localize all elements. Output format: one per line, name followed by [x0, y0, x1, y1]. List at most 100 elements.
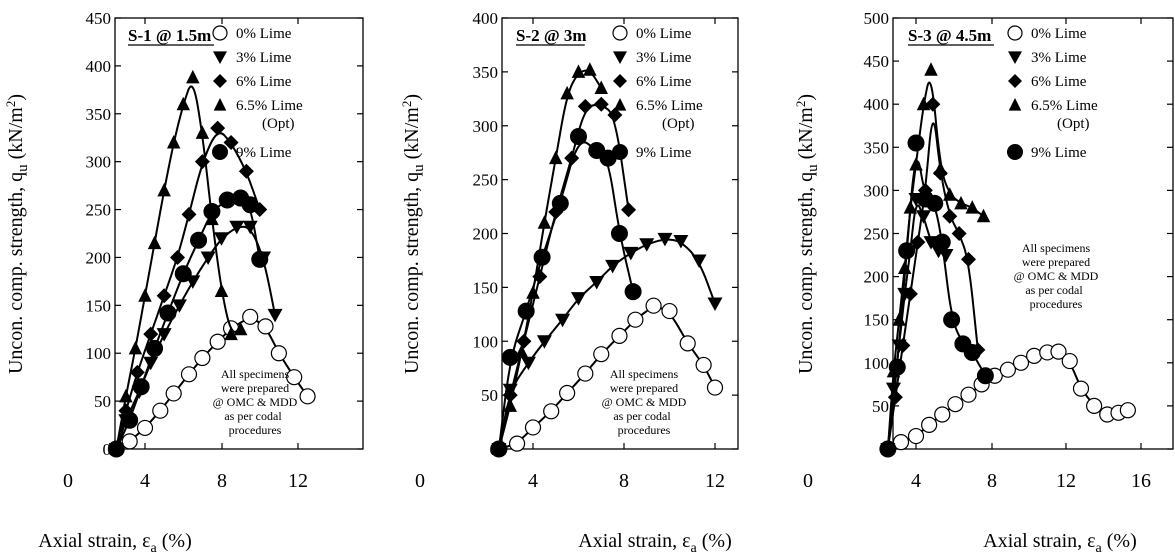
marker-up-triangle	[954, 195, 968, 210]
marker-down-triangle	[571, 292, 586, 306]
marker-open-circle	[934, 406, 951, 423]
marker-diamond	[593, 96, 609, 112]
note-line: as per codal	[1025, 283, 1083, 297]
marker-open-circle	[611, 327, 628, 344]
marker-up-triangle	[214, 283, 229, 297]
series-0	[490, 297, 724, 458]
marker-open-circle	[661, 302, 678, 320]
marker-open-circle	[1119, 402, 1136, 419]
marker-filled-circle	[490, 440, 508, 458]
legend-label: 9% Lime	[1031, 145, 1087, 161]
marker-diamond	[910, 234, 926, 250]
x-tick-label: 8	[217, 470, 227, 492]
marker-up-triangle	[549, 150, 563, 165]
marker-up-triangle	[892, 312, 906, 326]
plot-frame	[114, 17, 364, 450]
marker-open-circle	[524, 419, 542, 436]
marker-filled-circle	[624, 283, 642, 301]
y-axis-label: Uncon. comp. strength, qu (kN/m2)	[793, 94, 821, 374]
y-axis-label-part: (kN/m	[401, 107, 423, 165]
y-axis-label-part: u	[411, 164, 427, 172]
marker-up-triangle	[503, 398, 517, 412]
x-tick-label: 8	[987, 470, 997, 492]
marker-diamond	[613, 74, 627, 88]
marker-open-circle	[1007, 25, 1023, 41]
legend-label: 6% Lime	[1031, 74, 1087, 90]
marker-filled-circle	[190, 231, 208, 249]
marker-up-triangle	[976, 208, 991, 223]
note-line: were prepared	[1022, 255, 1090, 269]
marker-up-triangle	[233, 321, 248, 336]
marker-diamond	[170, 249, 186, 265]
marker-filled-circle	[888, 358, 906, 376]
series-2	[108, 120, 268, 457]
x-tick-label: 0	[803, 470, 813, 492]
y-tick-label: 400	[864, 95, 890, 114]
legend: 0% Lime 3% Lime 6% Lime 6.5% Lime (Opt) 9% Li…	[612, 25, 703, 161]
y-tick-label: 400	[473, 9, 499, 28]
marker-diamond	[607, 107, 623, 123]
series-4	[490, 128, 642, 458]
marker-filled-circle	[926, 194, 944, 212]
marker-up-triangle	[916, 96, 931, 111]
marker-down-triangle	[555, 313, 571, 328]
y-axis-label-part: 2	[793, 101, 808, 108]
x-tick-label: 8	[619, 470, 629, 492]
marker-down-triangle	[520, 356, 536, 371]
marker-filled-circle	[570, 128, 587, 146]
marker-down-triangle	[171, 299, 187, 313]
legend-label: 3% Lime	[1031, 50, 1087, 66]
y-tick-label: 250	[864, 225, 890, 244]
y-tick-label: 400	[86, 57, 112, 76]
legend-label: 0% Lime	[636, 26, 692, 42]
legend-label: 0% Lime	[1031, 26, 1087, 42]
note-line: All specimens	[221, 367, 290, 381]
marker-filled-circle	[612, 144, 628, 160]
x-axis-label-part: (%)	[697, 530, 732, 552]
note-line: @ OMC & MDD	[1014, 269, 1099, 283]
marker-filled-circle	[533, 248, 551, 266]
marker-up-triangle	[186, 69, 200, 84]
y-tick-label: 200	[86, 248, 112, 267]
x-tick-label: 4	[528, 470, 538, 492]
note-line: procedures	[229, 423, 282, 437]
marker-open-circle	[508, 435, 526, 452]
marker-filled-circle	[517, 302, 535, 320]
marker-down-triangle	[213, 51, 227, 64]
marker-open-circle	[907, 427, 925, 445]
y-tick-label: 100	[473, 332, 499, 351]
marker-open-circle	[695, 356, 712, 374]
legend-label: 6.5% Lime	[1031, 98, 1098, 114]
y-tick-label: 450	[864, 52, 890, 71]
marker-down-triangle	[1008, 51, 1022, 64]
y-tick-label: 250	[86, 201, 112, 220]
marker-open-circle	[1072, 380, 1090, 397]
marker-open-circle	[209, 333, 226, 350]
y-axis-label-part: Uncon. comp. strength, q	[795, 172, 817, 374]
note-line: procedures	[1030, 297, 1083, 311]
x-tick-label: 12	[1056, 470, 1076, 492]
marker-filled-circle	[251, 250, 269, 268]
marker-open-circle	[960, 386, 977, 403]
marker-open-circle	[1012, 354, 1030, 371]
marker-diamond	[902, 286, 918, 302]
marker-up-triangle	[147, 235, 162, 250]
x-axis-label-part: (%)	[157, 530, 192, 552]
legend-label: 0% Lime	[236, 26, 292, 42]
x-tick-label: 0	[415, 470, 425, 492]
series-line	[497, 238, 716, 450]
marker-filled-circle	[610, 225, 628, 242]
series-3	[492, 62, 608, 455]
x-axis-label-part: Axial strain, ε	[38, 530, 150, 552]
marker-up-triangle	[213, 98, 227, 111]
y-axis-label-part: )	[401, 94, 423, 101]
y-tick-label: 350	[473, 63, 499, 82]
marker-open-circle	[947, 396, 964, 413]
marker-open-circle	[679, 335, 696, 352]
y-axis-label-part: )	[5, 94, 27, 101]
x-axis-label-part: Axial strain, ε	[983, 530, 1095, 552]
marker-down-triangle	[691, 254, 707, 268]
marker-filled-circle	[212, 144, 228, 160]
